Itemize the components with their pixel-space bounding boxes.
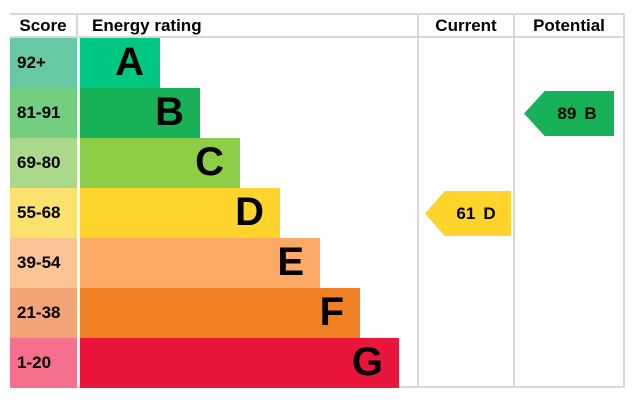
score-range-label: 21-38 — [10, 288, 77, 338]
score-column-divider — [76, 13, 78, 38]
potential-rating-arrow: 89 B — [524, 91, 614, 136]
band-row-a: 92+ A — [10, 38, 625, 88]
score-range-label: 69-80 — [10, 138, 77, 188]
current-rating-band: D — [483, 203, 496, 223]
score-range-label: 39-54 — [10, 238, 77, 288]
energy-band-bar-c: C — [80, 138, 240, 188]
energy-band-bar-f: F — [80, 288, 360, 338]
energy-band-bar-e: E — [80, 238, 320, 288]
current-rating-arrow: 61 D — [425, 191, 511, 236]
current-rating-value: 61 — [456, 203, 476, 223]
potential-header: Potential — [533, 16, 605, 35]
energy-rating-header: Energy rating — [92, 16, 202, 35]
current-column-divider — [417, 13, 419, 388]
score-range-label: 55-68 — [10, 188, 77, 238]
energy-band-bar-g: G — [80, 338, 399, 388]
right-border — [623, 13, 625, 388]
band-row-f: 21-38 F — [10, 288, 625, 338]
energy-band-bar-b: B — [80, 88, 200, 138]
score-range-label: 81-91 — [10, 88, 77, 138]
energy-band-rows: 92+ A 81-91 B 69-80 C 55-68 D 39-54 E 21-38 F 1-20 G — [10, 38, 625, 388]
band-row-d: 55-68 D — [10, 188, 625, 238]
band-row-b: 81-91 B — [10, 88, 625, 138]
header-underline — [10, 36, 625, 38]
potential-column-divider — [513, 13, 515, 388]
top-border — [10, 13, 625, 15]
band-row-g: 1-20 G — [10, 338, 625, 388]
band-row-e: 39-54 E — [10, 238, 625, 288]
potential-rating-band: B — [584, 103, 597, 123]
band-row-c: 69-80 C — [10, 138, 625, 188]
potential-rating-value: 89 — [557, 103, 577, 123]
energy-band-bar-d: D — [80, 188, 280, 238]
energy-band-bar-a: A — [80, 38, 160, 88]
score-range-label: 92+ — [10, 38, 77, 88]
score-range-label: 1-20 — [10, 338, 77, 388]
current-header: Current — [435, 16, 497, 35]
score-header: Score — [19, 16, 67, 35]
